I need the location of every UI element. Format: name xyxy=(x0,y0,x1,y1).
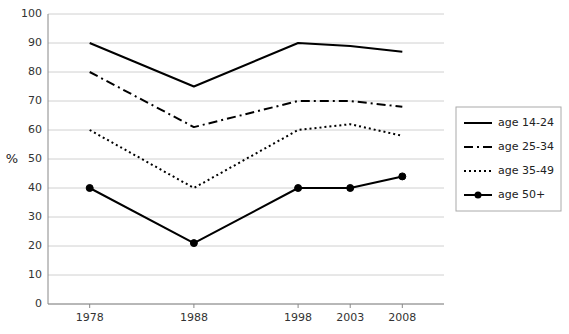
series-line xyxy=(90,43,403,87)
series-marker xyxy=(399,173,406,180)
grid-line xyxy=(48,304,444,305)
grid-line xyxy=(48,14,444,15)
series-line xyxy=(90,176,403,243)
y-tick-label: 70 xyxy=(28,94,42,107)
series-marker xyxy=(347,185,354,192)
y-tick-label: 80 xyxy=(28,65,42,78)
y-axis xyxy=(48,14,49,304)
y-tick-label: 40 xyxy=(28,181,42,194)
legend-box xyxy=(456,107,561,211)
x-tick xyxy=(298,304,299,308)
y-tick-label: 10 xyxy=(28,268,42,281)
y-tick-label: 90 xyxy=(28,36,42,49)
series-marker xyxy=(295,185,302,192)
x-tick-label: 1998 xyxy=(284,311,312,324)
x-tick xyxy=(89,304,90,308)
grid-line xyxy=(48,188,444,189)
legend-swatch xyxy=(464,122,492,124)
x-tick-label: 2008 xyxy=(388,311,416,324)
legend-swatch xyxy=(464,146,492,148)
legend-label: age 35-49 xyxy=(498,164,554,177)
y-tick-label: 0 xyxy=(35,297,42,310)
legend-label: age 50+ xyxy=(498,188,545,201)
legend-label: age 25-34 xyxy=(498,140,554,153)
grid-line xyxy=(48,101,444,102)
grid-line xyxy=(48,159,444,160)
grid-line xyxy=(48,130,444,131)
x-tick-label: 2003 xyxy=(336,311,364,324)
y-tick-label: 20 xyxy=(28,239,42,252)
legend: age 14-24 age 25-34 age 35-49 age 50+ xyxy=(456,107,561,211)
x-tick-label: 1978 xyxy=(76,311,104,324)
legend-marker xyxy=(475,192,482,199)
series-line xyxy=(90,72,403,127)
series-line xyxy=(90,124,403,188)
grid-line xyxy=(48,43,444,44)
x-tick xyxy=(350,304,351,308)
chart: 0 10 20 30 40 50 60 70 80 90 100 1978 1988 1998 2003 20… xyxy=(0,0,569,334)
series-marker xyxy=(190,240,197,247)
grid-line xyxy=(48,72,444,73)
series-marker xyxy=(86,185,93,192)
y-tick-label: 100 xyxy=(21,7,42,20)
y-tick-label: 50 xyxy=(28,152,42,165)
y-tick-label: 30 xyxy=(28,210,42,223)
grid-line xyxy=(48,246,444,247)
x-axis xyxy=(48,304,444,305)
x-tick xyxy=(402,304,403,308)
grid-line xyxy=(48,275,444,276)
x-tick-label: 1988 xyxy=(180,311,208,324)
legend-label: age 14-24 xyxy=(498,116,554,129)
plot-area xyxy=(86,43,406,247)
y-tick-label: 60 xyxy=(28,123,42,136)
x-tick xyxy=(193,304,194,308)
y-axis-label: % xyxy=(6,151,18,166)
legend-swatch xyxy=(464,170,492,172)
